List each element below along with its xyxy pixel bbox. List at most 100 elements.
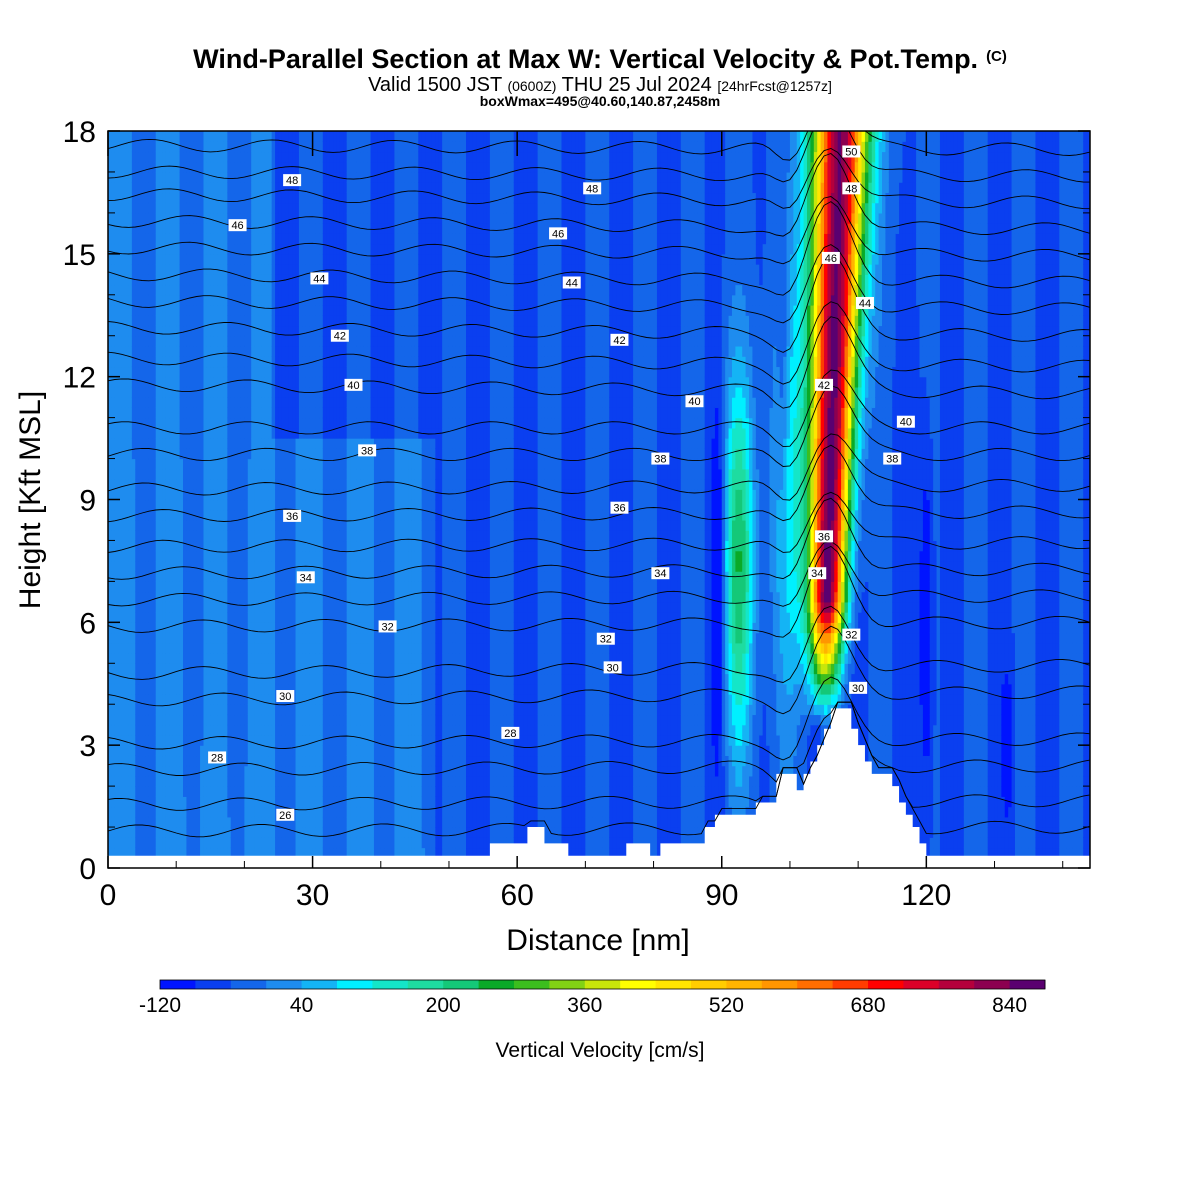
field-cell (165, 243, 170, 255)
field-cell (203, 274, 208, 286)
field-cell (329, 704, 334, 716)
field-cell (281, 468, 286, 480)
field-cell (108, 335, 113, 347)
field-cell (183, 171, 188, 183)
field-cell (275, 755, 280, 767)
field-cell (213, 243, 218, 255)
field-cell (128, 714, 133, 726)
field-cell (339, 827, 344, 838)
field-cell (203, 171, 208, 183)
field-cell (172, 212, 177, 224)
field-cell (268, 622, 273, 634)
field-cell (336, 847, 341, 859)
field-cell (315, 519, 320, 531)
field-cell (312, 683, 317, 695)
field-cell (258, 294, 263, 306)
field-cell (234, 683, 239, 695)
field-cell (165, 714, 170, 726)
field-cell (271, 612, 276, 623)
field-cell (281, 284, 286, 296)
field-cell (333, 253, 338, 265)
field-cell (138, 714, 143, 726)
field-cell (165, 499, 170, 511)
field-cell (179, 540, 184, 552)
field-cell (305, 438, 310, 449)
field-cell (326, 161, 331, 173)
field-cell (176, 550, 181, 562)
field-cell (152, 171, 157, 183)
field-cell (271, 479, 276, 490)
field-cell (298, 438, 303, 449)
field-cell (111, 356, 116, 368)
field-cell (111, 458, 116, 470)
field-cell (138, 335, 143, 347)
field-cell (135, 192, 140, 204)
field-cell (312, 202, 317, 214)
field-cell (189, 632, 194, 644)
field-cell (247, 468, 252, 480)
field-cell (159, 540, 164, 552)
field-cell (206, 816, 211, 828)
field-cell (183, 417, 188, 429)
field-cell (343, 816, 348, 828)
field-cell (234, 581, 239, 593)
field-cell (118, 223, 123, 234)
field-cell (142, 806, 147, 818)
field-cell (234, 243, 239, 255)
field-cell (114, 683, 119, 695)
field-cell (298, 540, 303, 552)
field-cell (121, 560, 126, 572)
field-cell (118, 489, 123, 501)
field-cell (268, 264, 273, 275)
field-cell (217, 775, 222, 787)
field-cell (339, 540, 344, 552)
field-cell (251, 632, 256, 644)
field-cell (285, 663, 290, 675)
field-cell (319, 519, 324, 531)
field-cell (210, 366, 215, 378)
field-cell (152, 345, 157, 357)
field-cell (176, 653, 181, 664)
field-cell (121, 786, 126, 797)
field-cell (264, 386, 269, 398)
field-cell (230, 796, 235, 808)
field-cell (285, 540, 290, 552)
field-cell (125, 540, 130, 552)
field-cell (142, 724, 147, 736)
field-cell (165, 560, 170, 572)
field-cell (329, 581, 334, 593)
field-cell (217, 673, 222, 685)
field-cell (210, 325, 215, 337)
field-cell (264, 540, 269, 552)
field-cell (295, 356, 300, 368)
field-cell (142, 161, 147, 173)
field-cell (186, 724, 191, 736)
field-cell (193, 540, 198, 552)
field-cell (183, 386, 188, 398)
field-cell (196, 151, 201, 163)
field-cell (271, 775, 276, 787)
field-cell (131, 704, 136, 716)
field-cell (169, 376, 174, 388)
field-cell (254, 294, 259, 306)
field-cell (189, 734, 194, 746)
field-cell (152, 663, 157, 675)
field-cell (234, 622, 239, 634)
field-cell (183, 458, 188, 470)
field-cell (203, 673, 208, 685)
field-cell (288, 489, 293, 501)
field-cell (131, 765, 136, 777)
field-cell (135, 571, 140, 582)
field-cell (336, 417, 341, 429)
field-cell (339, 622, 344, 634)
field-cell (135, 591, 140, 603)
field-cell (298, 745, 303, 757)
field-cell (213, 161, 218, 173)
field-cell (336, 284, 341, 296)
field-cell (169, 714, 174, 726)
field-cell (326, 581, 331, 593)
field-cell (258, 827, 263, 838)
field-cell (128, 468, 133, 480)
field-cell (295, 233, 300, 245)
field-cell (285, 438, 290, 449)
